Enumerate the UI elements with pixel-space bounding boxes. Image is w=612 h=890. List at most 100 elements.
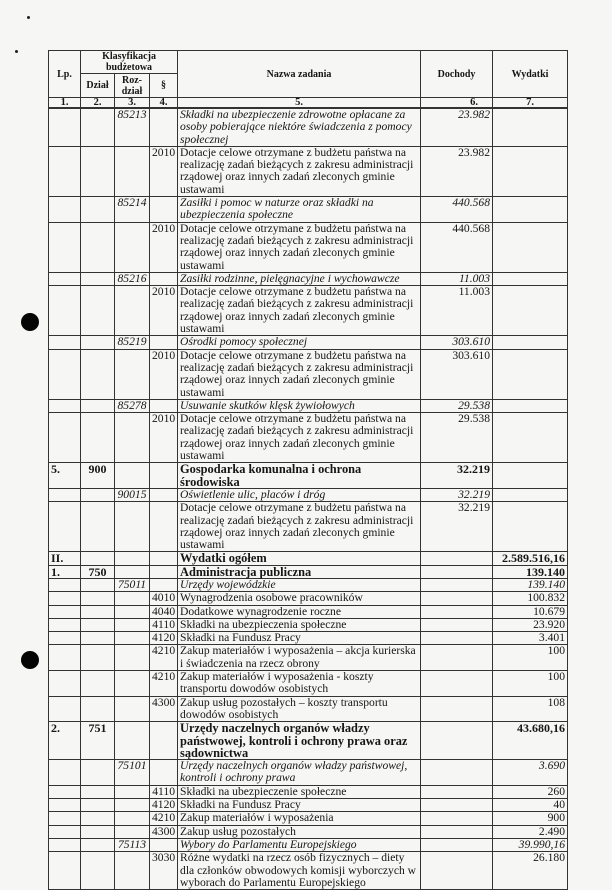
cell-dzial <box>80 398 115 414</box>
cell-dzial <box>80 348 115 400</box>
cell-wydatki: 108 <box>492 695 569 723</box>
cell-dzial <box>80 695 115 723</box>
cell-dochody <box>420 851 494 890</box>
header-dzial: Dział <box>80 73 115 98</box>
cell-lp <box>48 398 81 414</box>
cell-nazwa: Składki na Fundusz Pracy <box>177 631 422 646</box>
cell-rozdzial <box>114 811 150 826</box>
header-rozdzial: Roz-dział <box>114 73 150 98</box>
cell-paragraf <box>148 721 179 761</box>
cell-nazwa: Składki na ubezpieczenie społeczne <box>177 784 422 800</box>
cell-nazwa: Składki na Fundusz Pracy <box>177 798 422 813</box>
cell-rozdzial <box>114 824 150 839</box>
cell-rozdzial: 85278 <box>114 398 150 414</box>
cell-lp <box>48 285 81 337</box>
cell-rozdzial: 75113 <box>114 837 150 853</box>
cell-dzial <box>80 824 115 839</box>
cell-rozdzial <box>114 784 150 800</box>
cell-wydatki: 100 <box>492 670 569 697</box>
cell-nazwa: Składki na ubezpieczenia społeczne <box>177 617 422 633</box>
cell-paragraf <box>148 564 179 579</box>
table-row: 4010 Wynagrodzenia osobowe pracowników 100… <box>48 591 569 606</box>
cell-dzial: 751 <box>80 721 115 761</box>
cell-dochody: 303.610 <box>420 335 494 350</box>
cell-lp <box>48 145 81 198</box>
cell-paragraf: 2010 <box>148 285 179 337</box>
cell-dzial <box>80 501 115 553</box>
column-number: 4. <box>148 97 179 109</box>
cell-wydatki <box>492 501 569 553</box>
cell-wydatki: 3.401 <box>492 631 569 646</box>
cell-dzial <box>80 196 115 223</box>
cell-rozdzial <box>114 501 150 553</box>
cell-nazwa: Gospodarka komunalna i ochrona środowisk… <box>177 462 422 489</box>
cell-dochody <box>420 759 494 786</box>
cell-nazwa: Zakup usług pozostałych <box>177 824 422 839</box>
cell-paragraf: 4010 <box>148 591 179 606</box>
cell-dochody <box>420 837 494 853</box>
cell-dochody: 11.003 <box>420 285 494 337</box>
cell-wydatki: 10.679 <box>492 604 569 619</box>
cell-paragraf: 2010 <box>148 348 179 400</box>
cell-nazwa: Dotacje celowe otrzymane z budżetu państ… <box>177 145 422 198</box>
cell-wydatki: 139.140 <box>492 577 569 593</box>
cell-lp <box>48 617 81 633</box>
cell-nazwa: Urzędy naczelnych organów władzy państwo… <box>177 721 422 761</box>
cell-nazwa: Dotacje celowe otrzymane z budżetu państ… <box>177 221 422 273</box>
cell-paragraf: 3030 <box>148 851 179 890</box>
cell-dzial <box>80 604 115 619</box>
table-row: 85278 Usuwanie skutków klęsk żywiołowych 2… <box>48 398 569 414</box>
cell-lp <box>48 335 81 350</box>
cell-lp <box>48 221 81 273</box>
budget-table: Lp. Klasyfikacja budżetowa Nazwa zadania… <box>48 50 569 890</box>
cell-nazwa: Zakup materiałów i wyposażenia – akcja k… <box>177 644 422 672</box>
cell-dzial <box>80 412 115 464</box>
cell-paragraf: 4110 <box>148 617 179 633</box>
cell-rozdzial <box>114 670 150 697</box>
cell-wydatki <box>492 221 569 273</box>
cell-dzial <box>80 577 115 593</box>
table-row: 4110 Składki na ubezpieczenie społeczne 26… <box>48 784 569 800</box>
cell-dochody: 440.568 <box>420 196 494 223</box>
table-row: 75113 Wybory do Parlamentu Europejskiego 3… <box>48 837 569 853</box>
cell-nazwa: Urzędy naczelnych organów władzy państwo… <box>177 759 422 786</box>
cell-dochody: 29.538 <box>420 398 494 414</box>
cell-paragraf: 4120 <box>148 798 179 813</box>
cell-rozdzial <box>114 412 150 464</box>
header-dochody: Dochody <box>420 50 494 98</box>
cell-lp <box>48 644 81 672</box>
table-row: 4120 Składki na Fundusz Pracy 40 <box>48 798 569 813</box>
cell-lp <box>48 798 81 813</box>
cell-paragraf: 2010 <box>148 412 179 464</box>
cell-rozdzial <box>114 221 150 273</box>
cell-nazwa: Oświetlenie ulic, placów i dróg <box>177 487 422 503</box>
table-row: 2010 Dotacje celowe otrzymane z budżetu p… <box>48 145 569 198</box>
cell-nazwa: Wydatki ogółem <box>177 551 422 566</box>
cell-rozdzial: 85216 <box>114 271 150 287</box>
cell-rozdzial <box>114 551 150 566</box>
cell-lp <box>48 784 81 800</box>
cell-rozdzial <box>114 604 150 619</box>
cell-dzial <box>80 784 115 800</box>
table-row: 4300 Zakup usług pozostałych 2.490 <box>48 824 569 839</box>
cell-paragraf <box>148 271 179 287</box>
cell-rozdzial <box>114 285 150 337</box>
cell-rozdzial <box>114 348 150 400</box>
cell-rozdzial <box>114 591 150 606</box>
cell-wydatki: 2.490 <box>492 824 569 839</box>
cell-rozdzial <box>114 644 150 672</box>
cell-dzial <box>80 617 115 633</box>
cell-dochody: 29.538 <box>420 412 494 464</box>
cell-dochody <box>420 617 494 633</box>
cell-wydatki <box>492 107 569 147</box>
cell-wydatki <box>492 335 569 350</box>
cell-paragraf <box>148 196 179 223</box>
cell-dochody <box>420 604 494 619</box>
table-row: 85216 Zasiłki rodzinne, pielęgnacyjne i w… <box>48 271 569 287</box>
table-row: 85213 Składki na ubezpieczenie zdrowotne … <box>48 107 569 147</box>
cell-rozdzial <box>114 798 150 813</box>
cell-dochody <box>420 577 494 593</box>
cell-dzial <box>80 644 115 672</box>
cell-wydatki: 39.990,16 <box>492 837 569 853</box>
cell-dochody <box>420 784 494 800</box>
